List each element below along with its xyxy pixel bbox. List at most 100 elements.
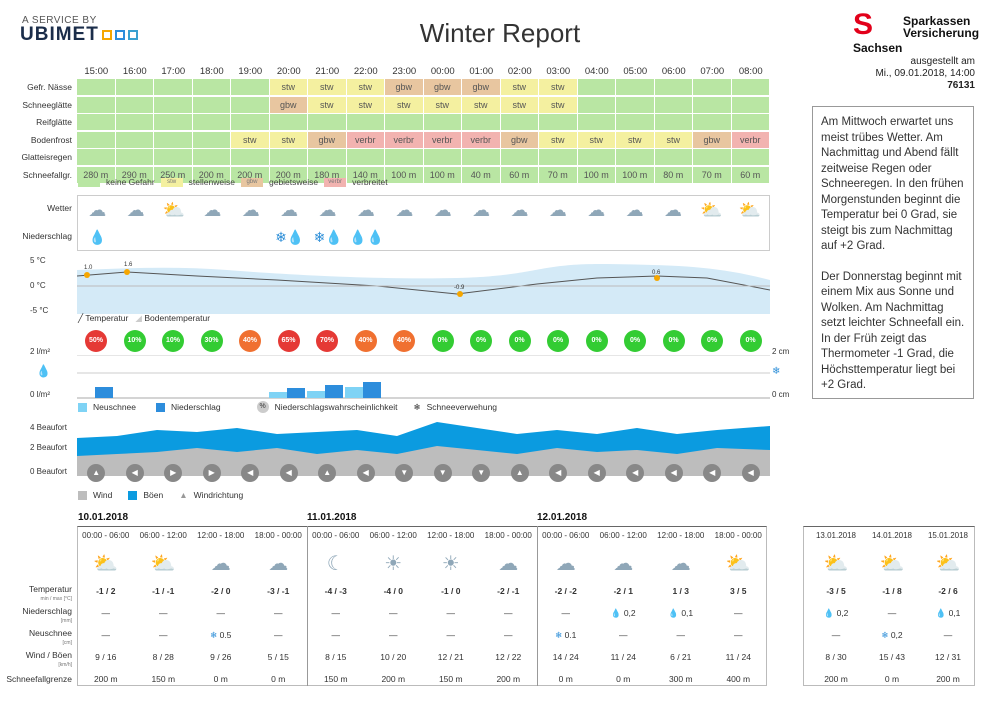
risk-cell: 40 m [462, 166, 501, 183]
snow-axis-0: 0 cm [772, 390, 790, 399]
risk-row [77, 149, 770, 165]
forecast-icon: ⛅ [93, 553, 119, 575]
risk-cell [577, 79, 616, 95]
forecast-cell: — [561, 608, 571, 618]
risk-cell [616, 79, 655, 95]
hour-label: 00:00 [430, 66, 455, 77]
forecast-cell: 0 m [884, 674, 900, 684]
forecast-icon: ☾ [326, 553, 345, 575]
forecast-icon: ☁ [268, 553, 289, 575]
risk-row-label: Schneeglätte [22, 99, 72, 110]
risk-cell: gbw [385, 79, 424, 95]
risk-cell [269, 149, 308, 165]
risk-cell: stw [462, 96, 501, 113]
forecast-cell: — [274, 630, 283, 640]
temp-label-4: 0.6 [652, 270, 661, 276]
risk-cell [500, 149, 539, 165]
forecast-cell: ❄ 0.5 [210, 630, 232, 640]
risk-cell [77, 131, 116, 148]
risk-cell [616, 96, 655, 113]
wind-direction-icon: ◀ [578, 464, 617, 482]
forecast-cell: 0 m [616, 674, 631, 684]
forecast-cell: 8 / 28 [152, 652, 174, 662]
wind-direction-icon: ◀ [539, 464, 578, 482]
issued-info: ausgestellt am Mi., 09.01.2018, 14:00 7613… [875, 56, 975, 91]
forecast-cell: 12 / 22 [495, 652, 522, 662]
risk-cell: gbw [308, 131, 347, 148]
forecast-cell: 9 / 16 [95, 652, 117, 662]
precip-probability: 10% [162, 330, 184, 352]
precipitation-chart [77, 355, 770, 399]
forecast-cell: -1 / 2 [96, 586, 116, 596]
risk-cell: 100 m [616, 166, 655, 183]
risk-cell [154, 131, 193, 148]
hour-label: 22:00 [353, 66, 378, 77]
forecast-table [77, 526, 767, 686]
weather-label: Wetter [47, 203, 72, 213]
forecast-cell: — [216, 608, 226, 618]
forecast-cell: 5 / 15 [267, 652, 289, 662]
wind-direction-icon: ▼ [462, 464, 501, 482]
weather-icon: ☁ [126, 200, 145, 220]
forecast-cell: 15 / 43 [879, 652, 905, 662]
period-header: 15.01.2018 [927, 531, 969, 540]
forecast-cell: 💧 0,2 [610, 608, 636, 618]
forecast-table-2 [803, 526, 975, 686]
forecast-icon: ☀ [384, 553, 403, 575]
risk-cell: 100 m [577, 166, 616, 183]
forecast-cell: — [887, 608, 897, 618]
wind-direction-icon: ◀ [231, 464, 270, 482]
weather-icon: ☁ [587, 200, 606, 220]
wind-direction-icon: ▲ [308, 464, 347, 482]
forecast-cell: — [331, 630, 341, 640]
drop-icon: 💧 [36, 364, 51, 378]
period-header: 00:00 - 06:00 [82, 531, 130, 540]
period-header: 06:00 - 12:00 [599, 531, 647, 540]
risk-cell [154, 114, 193, 130]
risk-cell: stw [539, 131, 578, 148]
risk-cell [115, 114, 154, 130]
temp-axis-0: 0 °C [30, 281, 46, 290]
risk-cell [693, 96, 732, 113]
precip-probability: 0% [662, 330, 685, 352]
hour-header: 15:00 16:00 17:00 18:00 19:00 20:00 21:00 22:00… [77, 66, 770, 77]
risk-cell [115, 131, 154, 148]
forecast-cell: 8 / 15 [325, 652, 347, 662]
risk-cell [423, 114, 462, 130]
forecast-cell: 200 m [496, 674, 521, 684]
forecast-cell: — [389, 608, 398, 618]
forecast-icon: ⛅ [935, 553, 961, 575]
forecast-icon: ⛅ [725, 553, 751, 575]
hour-label: 04:00 [584, 66, 609, 77]
hour-label: 01:00 [469, 66, 494, 77]
forecast-cell: 1 / 3 [672, 586, 690, 596]
temp-axis-m5: -5 °C [30, 306, 49, 315]
risk-cell: gbw [462, 79, 501, 95]
risk-cell [154, 149, 193, 165]
hour-label: 05:00 [623, 66, 648, 77]
risk-cell [192, 114, 231, 130]
forecast-icon: ☁ [210, 553, 231, 575]
weather-icon: ☁ [510, 200, 529, 220]
wind-direction-icon: ◀ [347, 464, 386, 482]
snow-axis-2: 2 cm [772, 347, 790, 356]
wind-direction-icon: ▶ [154, 464, 193, 482]
risk-cell: stw [616, 131, 655, 148]
wind-direction-icon: ▼ [385, 464, 424, 482]
forecast-cell: — [446, 608, 456, 618]
risk-cell: stw [231, 131, 270, 148]
forecast-cell: ❄ 0.1 [555, 630, 577, 640]
precip-probability: 70% [316, 330, 338, 352]
forecast-cell: 3 / 5 [729, 586, 747, 596]
forecast-cell: 11 / 24 [725, 652, 751, 662]
period-header: 12:00 - 18:00 [197, 531, 245, 540]
risk-row-label: Reifglätte [36, 117, 72, 127]
risk-row: stw stw stw gbw gbw gbw stw stw [77, 79, 770, 95]
forecast-cell: -4 / 0 [383, 586, 403, 596]
risk-cell: stw [346, 96, 385, 113]
precip-prob-row: 50% 10% 10% 30% 40% 65% 70% 40% 40% 0% 0% 0% 0% 0% 0% 0… [77, 330, 770, 354]
weather-icon: ☁ [472, 200, 491, 220]
risk-cell: stw [308, 96, 347, 113]
forecast-cell: 200 m [381, 674, 406, 684]
risk-cell: verbr [385, 131, 424, 148]
